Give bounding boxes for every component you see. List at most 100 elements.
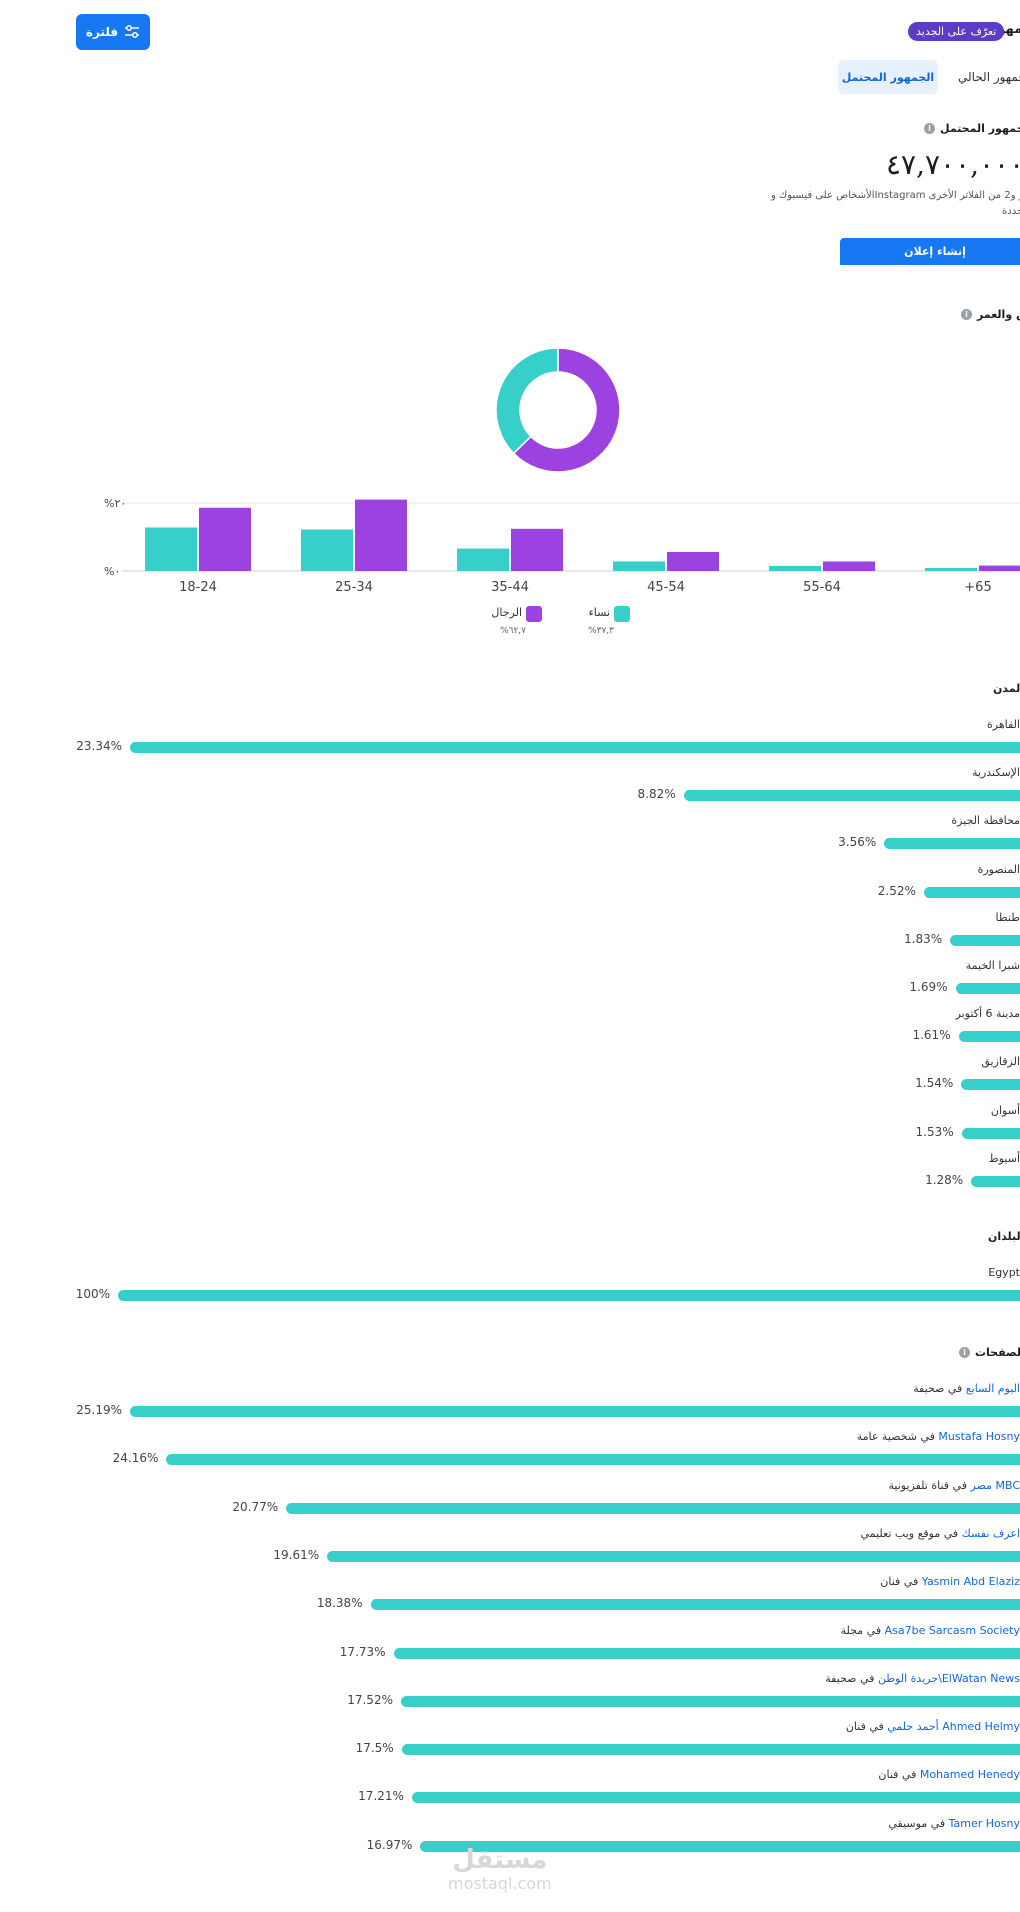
page-link[interactable]: Mohamed Henedy: [919, 1768, 1020, 1782]
city-row-percent: 1.28%: [925, 1172, 964, 1187]
city-row-percent: 1.54%: [915, 1076, 954, 1091]
page-row-bar: [411, 1792, 1020, 1804]
city-row-label: الزقازيق: [981, 1055, 1020, 1069]
donut-slice-0: [512, 347, 621, 473]
top-cities-title: أهم المدن: [993, 682, 1020, 695]
bar-55-64-1[interactable]: [823, 561, 875, 571]
y-tick-label: %٠: [104, 565, 120, 578]
x-tick-label: 35-44: [491, 580, 529, 595]
city-row-label: أسيوط: [988, 1151, 1020, 1165]
info-icon[interactable]: i: [961, 309, 972, 320]
page-link[interactable]: ElWatan News\جريدة الوطن: [877, 1671, 1020, 1685]
page-category: في مجلة: [840, 1623, 885, 1637]
page-category: في فنان: [880, 1575, 922, 1589]
page-link[interactable]: MBC مصر: [970, 1478, 1020, 1492]
page-link[interactable]: Mustafa Hosny: [938, 1430, 1020, 1444]
page-row-label: اعرف نفسك في موقع ويب تعليمي: [861, 1527, 1020, 1540]
city-row-percent: 1.83%: [904, 931, 943, 946]
page-row-bar: [130, 1406, 1020, 1417]
page-row-bar: [370, 1599, 1020, 1611]
info-icon[interactable]: i: [924, 123, 935, 134]
page-link[interactable]: اليوم السابع: [965, 1382, 1020, 1395]
bar-25-34-0[interactable]: [301, 529, 353, 571]
bar-45-54-0[interactable]: [613, 561, 665, 571]
bar-+65-0[interactable]: [925, 567, 977, 571]
page-row-label: Ahmed Helmy أحمد حلمي في فنان: [846, 1720, 1020, 1733]
tab-current-audience[interactable]: الجمهور الحالي: [958, 70, 1020, 84]
filter-button[interactable]: فلترة: [76, 14, 150, 50]
city-row-percent: 1.53%: [915, 1124, 954, 1139]
city-row-percent: 3.56%: [838, 835, 877, 850]
city-row-percent: 1.69%: [909, 980, 948, 994]
city-row-bar: [884, 838, 1020, 850]
bar-18-24-1[interactable]: [199, 507, 251, 571]
page-row-percent: 16.97%: [366, 1837, 413, 1852]
country-row-bar: [118, 1290, 1020, 1301]
page-row-label: ElWatan News\جريدة الوطن في صحيفة: [825, 1672, 1020, 1685]
page-link[interactable]: اعرف نفسك: [961, 1526, 1020, 1540]
legend-label-women: نساء: [588, 606, 610, 619]
city-row-bar: [971, 1175, 1020, 1187]
page-row-percent: 17.73%: [339, 1644, 386, 1659]
top-pages-title: i أهم الصفحات: [959, 1346, 1020, 1359]
bar-18-24-0[interactable]: [145, 527, 197, 571]
audience-description: الأشخاص على فيسبوك وInstagram في مصر و2 …: [771, 190, 1020, 201]
page-row-label: Mohamed Henedy في فنان: [878, 1768, 1020, 1781]
legend-label-men: الرجال: [491, 606, 522, 619]
filter-label: فلترة: [85, 25, 119, 39]
bar-35-44-1[interactable]: [511, 528, 563, 571]
page-row-bar: [327, 1550, 1020, 1562]
city-row-percent: 8.82%: [637, 787, 676, 802]
page-row-percent: 17.52%: [347, 1692, 393, 1707]
new-badge[interactable]: تعرّف على الجديد: [908, 22, 1005, 41]
page-link[interactable]: Tamer Hosny: [948, 1816, 1020, 1830]
bar-45-54-1[interactable]: [667, 551, 719, 571]
city-row-bar: [961, 1127, 1020, 1139]
page-link[interactable]: Yasmin Abd Elaziz: [921, 1575, 1020, 1589]
info-icon[interactable]: i: [959, 1347, 970, 1358]
y-tick-label: %٢٠: [104, 497, 126, 510]
page-row-percent: 19.61%: [273, 1547, 320, 1562]
city-row-label: أسوان: [990, 1103, 1020, 1117]
top-countries-title: أهم البلدان: [988, 1230, 1020, 1243]
page-row-label: Mustafa Hosny في شخصية عامة: [857, 1430, 1020, 1443]
x-tick-label: 18-24: [179, 580, 217, 595]
city-row-label: الإسكندرية: [972, 766, 1020, 780]
page-category: في موقع ويب تعليمي: [860, 1526, 962, 1540]
tab-potential-audience[interactable]: الجمهور المحتمل: [838, 60, 938, 94]
city-row-label: شبرا الخيمة: [965, 959, 1020, 972]
page-link[interactable]: Asa7be Sarcasm Society: [884, 1623, 1020, 1637]
page-row-bar: [420, 1840, 1020, 1852]
city-row-bar: [923, 886, 1020, 898]
city-row-percent: 1.61%: [912, 1028, 951, 1043]
bar-25-34-1[interactable]: [355, 499, 407, 571]
potential-audience-title: i الجمهور المحتمل: [924, 122, 1020, 135]
city-row-bar: [958, 1031, 1020, 1043]
city-row-label: المنصورة: [977, 862, 1020, 876]
create-ad-button[interactable]: إنشاء إعلان: [840, 238, 1020, 265]
city-row-label: مدينة 6 أكتوبر: [955, 1007, 1020, 1021]
bar-55-64-0[interactable]: [769, 565, 821, 571]
page-category: في صحيفة: [825, 1671, 878, 1685]
page-category: في فنان: [845, 1720, 888, 1734]
page-row-percent: 17.21%: [358, 1789, 404, 1804]
page-row-percent: 18.38%: [316, 1596, 363, 1611]
legend: الرجال %٦٢,٧ نساء %٣٧,٣: [491, 604, 630, 644]
audience-size: ٤٧,٧٠٠,٠٠٠: [886, 148, 1020, 181]
page-row-label: MBC مصر في قناة تلفزيونية: [889, 1479, 1020, 1492]
page-row-percent: 25.19%: [76, 1403, 122, 1417]
bar-35-44-0[interactable]: [457, 548, 509, 571]
age-gender-title: i الجنس والعمر: [961, 308, 1020, 321]
page-category: في قناة تلفزيونية: [888, 1478, 971, 1492]
city-row-label: محافظة الجيزة: [951, 814, 1020, 828]
page-link[interactable]: Ahmed Helmy أحمد حلمي: [887, 1720, 1020, 1734]
donut-slice-1: [495, 347, 559, 455]
page-row-percent: 17.5%: [355, 1741, 394, 1756]
legend-value-women: %٣٧,٣: [588, 626, 614, 636]
page-row-bar: [286, 1502, 1020, 1514]
page-row-label: اليوم السابع في صحيفة: [913, 1382, 1020, 1395]
bar-+65-1[interactable]: [979, 565, 1020, 571]
watermark-arabic: مستقل: [452, 1845, 548, 1875]
country-row-label: Egypt: [988, 1266, 1020, 1279]
city-row-bar: [130, 742, 1020, 753]
